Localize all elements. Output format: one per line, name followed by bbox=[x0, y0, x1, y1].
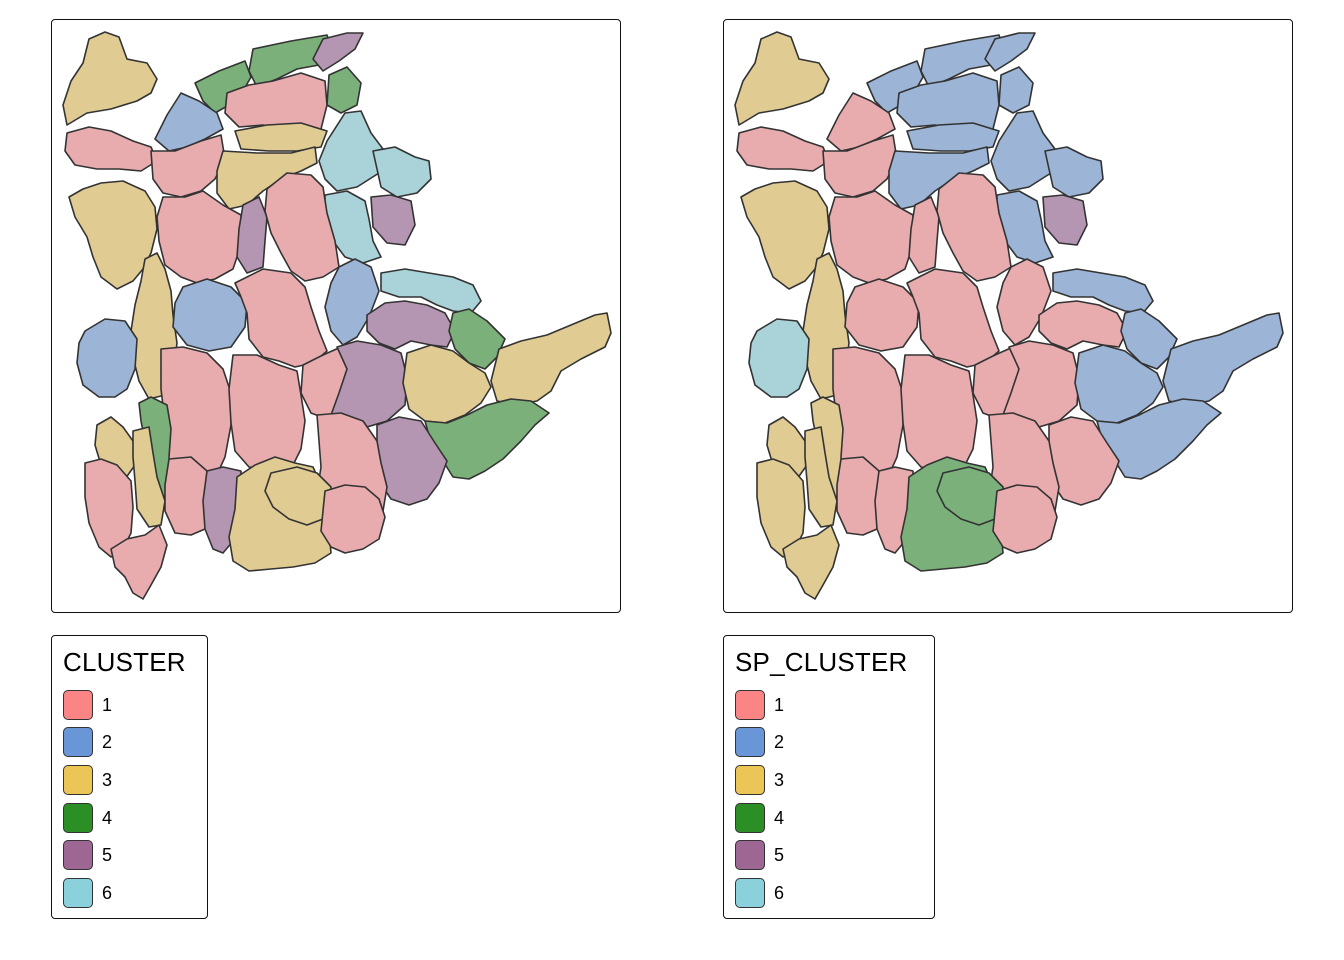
region[interactable] bbox=[234, 268, 328, 368]
legend-swatch bbox=[63, 803, 93, 833]
region[interactable] bbox=[448, 308, 506, 370]
region[interactable] bbox=[264, 172, 340, 282]
region[interactable] bbox=[156, 190, 242, 284]
legend-label: 5 bbox=[774, 845, 785, 865]
legend-swatch bbox=[735, 803, 765, 833]
region[interactable] bbox=[992, 484, 1058, 554]
region[interactable] bbox=[804, 426, 838, 528]
region[interactable] bbox=[1044, 146, 1104, 198]
region[interactable] bbox=[828, 190, 914, 284]
region[interactable] bbox=[906, 268, 1000, 368]
legend-swatch bbox=[735, 878, 765, 908]
legend-sp-cluster: SP_CLUSTER 1 2 3 4 5 6 bbox=[723, 635, 935, 919]
legend-swatch bbox=[63, 765, 93, 795]
region[interactable] bbox=[782, 524, 840, 600]
legend-title: CLUSTER bbox=[63, 647, 186, 677]
region[interactable] bbox=[490, 312, 612, 406]
region[interactable] bbox=[76, 318, 138, 398]
region[interactable] bbox=[64, 126, 158, 172]
legend-label: 2 bbox=[774, 732, 785, 752]
cluster-map-panel bbox=[51, 19, 621, 613]
legend-title: SP_CLUSTER bbox=[735, 647, 908, 677]
region[interactable] bbox=[908, 196, 940, 274]
region[interactable] bbox=[402, 344, 492, 424]
region[interactable] bbox=[1042, 194, 1088, 246]
region[interactable] bbox=[1162, 312, 1284, 406]
legend-swatch bbox=[63, 878, 93, 908]
legend-label: 4 bbox=[102, 808, 113, 828]
region[interactable] bbox=[164, 456, 208, 536]
region[interactable] bbox=[172, 278, 248, 352]
region[interactable] bbox=[920, 34, 1006, 88]
legend-label: 5 bbox=[102, 845, 113, 865]
region[interactable] bbox=[320, 484, 386, 554]
region[interactable] bbox=[228, 354, 306, 470]
region[interactable] bbox=[996, 258, 1052, 346]
legend-cluster: CLUSTER 1 2 3 4 5 6 bbox=[51, 635, 208, 919]
region[interactable] bbox=[906, 122, 1000, 152]
region[interactable] bbox=[370, 194, 416, 246]
region[interactable] bbox=[424, 398, 550, 480]
region[interactable] bbox=[1038, 300, 1128, 350]
cluster-choropleth bbox=[62, 31, 612, 600]
legend-label: 6 bbox=[774, 883, 785, 903]
region[interactable] bbox=[224, 72, 328, 132]
legend-label: 3 bbox=[774, 770, 785, 790]
legend-label: 3 bbox=[102, 770, 113, 790]
region[interactable] bbox=[896, 72, 1000, 132]
region[interactable] bbox=[62, 31, 158, 126]
region[interactable] bbox=[998, 66, 1034, 114]
region[interactable] bbox=[734, 31, 830, 126]
region[interactable] bbox=[150, 134, 226, 198]
region[interactable] bbox=[736, 126, 830, 172]
region[interactable] bbox=[312, 32, 364, 72]
sp-cluster-choropleth bbox=[734, 31, 1284, 600]
legend-swatch bbox=[63, 690, 93, 720]
legend-label: 1 bbox=[774, 695, 785, 715]
region[interactable] bbox=[1096, 398, 1222, 480]
region[interactable] bbox=[836, 456, 880, 536]
region[interactable] bbox=[318, 110, 384, 192]
region[interactable] bbox=[366, 300, 456, 350]
legend-label: 2 bbox=[102, 732, 113, 752]
legend-label: 4 bbox=[774, 808, 785, 828]
region[interactable] bbox=[1120, 308, 1178, 370]
region[interactable] bbox=[132, 426, 166, 528]
region[interactable] bbox=[1074, 344, 1164, 424]
sp-cluster-map-panel bbox=[723, 19, 1293, 613]
legend-swatch bbox=[735, 727, 765, 757]
region[interactable] bbox=[372, 146, 432, 198]
legend-label: 6 bbox=[102, 883, 113, 903]
region[interactable] bbox=[936, 172, 1012, 282]
region[interactable] bbox=[748, 318, 810, 398]
region[interactable] bbox=[822, 134, 898, 198]
legend-swatch bbox=[735, 765, 765, 795]
region[interactable] bbox=[326, 66, 362, 114]
region[interactable] bbox=[984, 32, 1036, 72]
legend-swatch bbox=[63, 727, 93, 757]
legend-swatch bbox=[735, 840, 765, 870]
region[interactable] bbox=[900, 354, 978, 470]
region[interactable] bbox=[110, 524, 168, 600]
region[interactable] bbox=[990, 110, 1056, 192]
legend-swatch bbox=[63, 840, 93, 870]
legend-swatch bbox=[735, 690, 765, 720]
legend-label: 1 bbox=[102, 695, 113, 715]
region[interactable] bbox=[234, 122, 328, 152]
region[interactable] bbox=[236, 196, 268, 274]
region[interactable] bbox=[248, 34, 334, 88]
region[interactable] bbox=[324, 258, 380, 346]
region[interactable] bbox=[844, 278, 920, 352]
